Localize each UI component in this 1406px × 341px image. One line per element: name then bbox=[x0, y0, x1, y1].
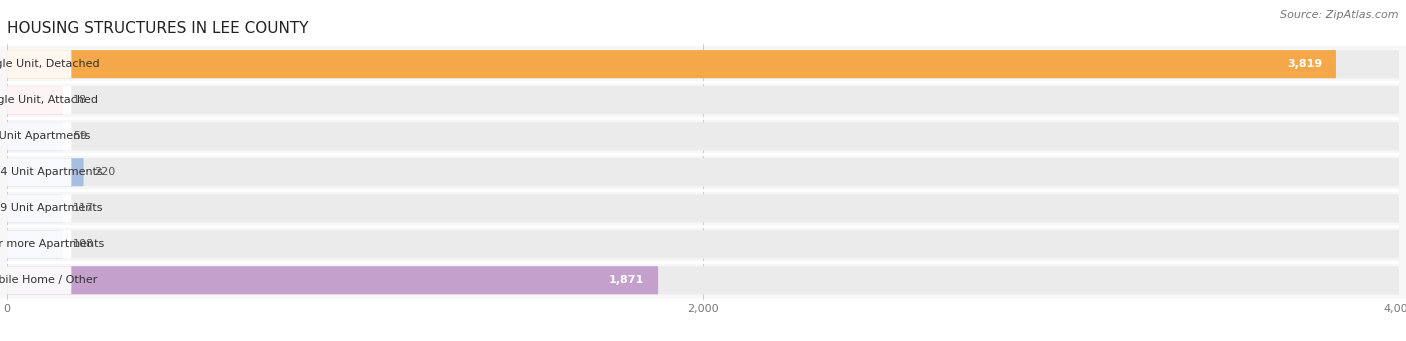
Text: 18: 18 bbox=[73, 95, 87, 105]
Text: 2 Unit Apartments: 2 Unit Apartments bbox=[0, 131, 90, 141]
Text: Single Unit, Detached: Single Unit, Detached bbox=[0, 59, 100, 69]
FancyBboxPatch shape bbox=[7, 266, 72, 294]
FancyBboxPatch shape bbox=[7, 50, 1336, 78]
Text: 3,819: 3,819 bbox=[1286, 59, 1322, 69]
Text: 5 to 9 Unit Apartments: 5 to 9 Unit Apartments bbox=[0, 203, 103, 213]
FancyBboxPatch shape bbox=[7, 266, 658, 294]
FancyBboxPatch shape bbox=[7, 122, 1399, 150]
Text: 1,871: 1,871 bbox=[609, 275, 644, 285]
Text: 3 or 4 Unit Apartments: 3 or 4 Unit Apartments bbox=[0, 167, 103, 177]
FancyBboxPatch shape bbox=[0, 154, 1406, 190]
FancyBboxPatch shape bbox=[7, 158, 72, 186]
Text: 108: 108 bbox=[73, 239, 94, 249]
Text: Single Unit, Attached: Single Unit, Attached bbox=[0, 95, 98, 105]
Text: 117: 117 bbox=[73, 203, 94, 213]
FancyBboxPatch shape bbox=[7, 158, 83, 186]
FancyBboxPatch shape bbox=[0, 262, 1406, 298]
Text: HOUSING STRUCTURES IN LEE COUNTY: HOUSING STRUCTURES IN LEE COUNTY bbox=[7, 21, 308, 36]
FancyBboxPatch shape bbox=[0, 190, 1406, 226]
Text: 59: 59 bbox=[73, 131, 87, 141]
FancyBboxPatch shape bbox=[0, 226, 1406, 262]
FancyBboxPatch shape bbox=[7, 194, 1399, 222]
FancyBboxPatch shape bbox=[7, 158, 1399, 186]
FancyBboxPatch shape bbox=[7, 50, 1399, 78]
FancyBboxPatch shape bbox=[7, 86, 1399, 114]
Text: 220: 220 bbox=[94, 167, 115, 177]
FancyBboxPatch shape bbox=[7, 122, 72, 150]
FancyBboxPatch shape bbox=[0, 46, 1406, 82]
FancyBboxPatch shape bbox=[7, 230, 63, 258]
FancyBboxPatch shape bbox=[7, 86, 63, 114]
FancyBboxPatch shape bbox=[7, 230, 72, 258]
FancyBboxPatch shape bbox=[7, 86, 72, 114]
FancyBboxPatch shape bbox=[0, 118, 1406, 154]
Text: 10 or more Apartments: 10 or more Apartments bbox=[0, 239, 104, 249]
FancyBboxPatch shape bbox=[7, 122, 63, 150]
FancyBboxPatch shape bbox=[7, 50, 72, 78]
Text: Source: ZipAtlas.com: Source: ZipAtlas.com bbox=[1281, 10, 1399, 20]
FancyBboxPatch shape bbox=[7, 194, 63, 222]
FancyBboxPatch shape bbox=[0, 82, 1406, 118]
FancyBboxPatch shape bbox=[7, 194, 72, 222]
FancyBboxPatch shape bbox=[7, 266, 1399, 294]
FancyBboxPatch shape bbox=[7, 230, 1399, 258]
Text: Mobile Home / Other: Mobile Home / Other bbox=[0, 275, 97, 285]
